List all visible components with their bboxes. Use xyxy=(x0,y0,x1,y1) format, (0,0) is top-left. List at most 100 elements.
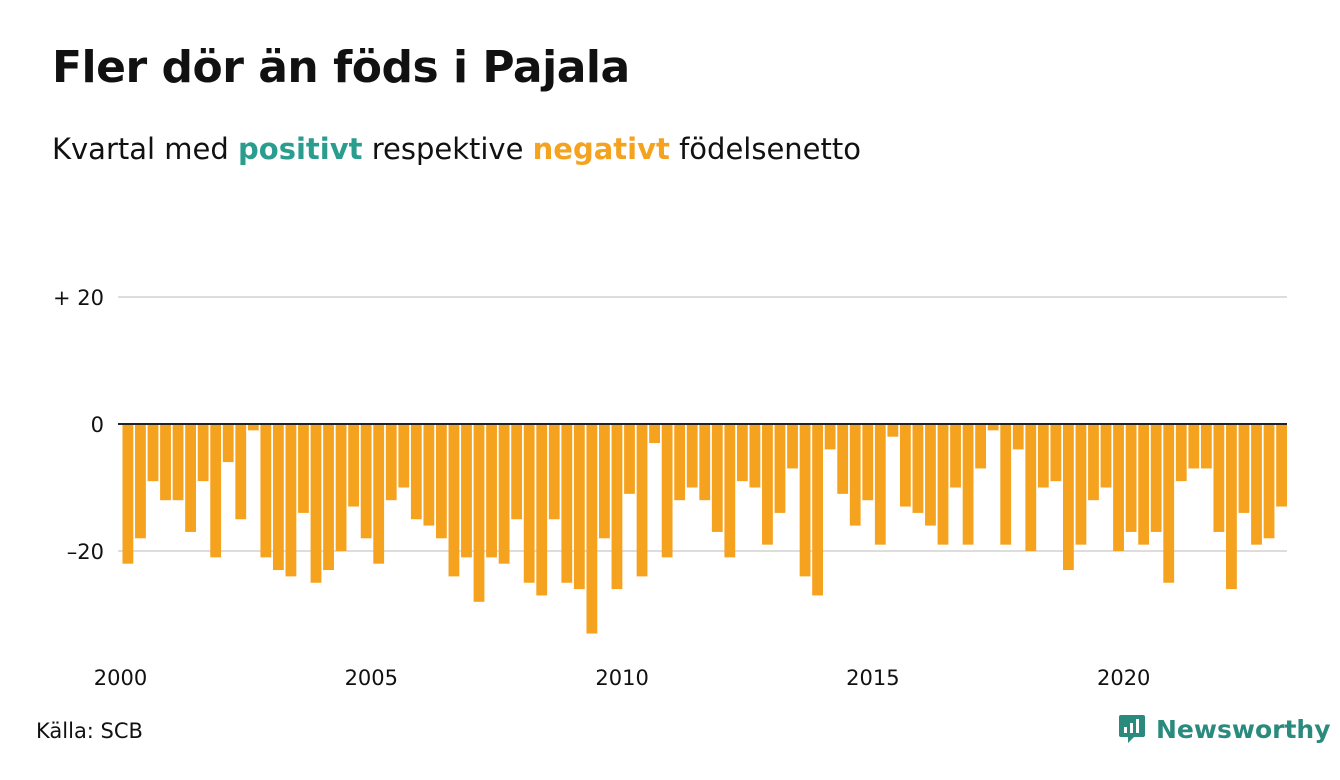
bar xyxy=(135,424,146,539)
bar xyxy=(385,424,397,501)
bar xyxy=(210,424,222,558)
bar xyxy=(247,424,259,431)
bar xyxy=(1063,424,1074,571)
bar xyxy=(812,424,823,596)
bar xyxy=(523,424,535,583)
y-tick-label: –20 xyxy=(67,540,104,564)
bar xyxy=(862,424,874,501)
bar xyxy=(674,424,686,501)
bar xyxy=(147,424,159,482)
bar xyxy=(1276,424,1287,507)
source-note: Källa: SCB xyxy=(36,719,143,743)
bar xyxy=(762,424,773,545)
bar xyxy=(837,424,849,494)
bar xyxy=(298,424,309,513)
bar xyxy=(661,424,673,558)
bar xyxy=(787,424,798,469)
bar xyxy=(348,424,360,507)
bar xyxy=(1188,424,1200,469)
newsworthy-logo-icon xyxy=(1119,715,1145,743)
bar xyxy=(937,424,949,545)
bar xyxy=(486,424,497,558)
bar xyxy=(1226,424,1237,590)
bar xyxy=(122,424,134,564)
bar xyxy=(323,424,334,571)
bar xyxy=(548,424,560,520)
bar xyxy=(573,424,585,590)
bar xyxy=(711,424,723,532)
bar xyxy=(373,424,385,564)
bar xyxy=(561,424,573,583)
bar xyxy=(1000,424,1012,545)
bar xyxy=(498,424,510,564)
subtitle-suffix: födelsenetto xyxy=(679,132,861,166)
bar xyxy=(423,424,435,526)
bar xyxy=(222,424,234,463)
bar xyxy=(1025,424,1037,551)
bar xyxy=(1238,424,1250,513)
bar xyxy=(987,424,999,431)
bar xyxy=(1150,424,1162,532)
bar xyxy=(1050,424,1062,482)
bar xyxy=(824,424,836,450)
bar xyxy=(235,424,247,520)
bar xyxy=(335,424,347,551)
bar xyxy=(849,424,861,526)
bar xyxy=(899,424,911,507)
bar xyxy=(975,424,987,469)
bar xyxy=(799,424,811,577)
bar xyxy=(649,424,660,444)
subtitle-positive: positivt xyxy=(238,132,363,166)
bar xyxy=(160,424,171,501)
bar xyxy=(736,424,748,482)
bar xyxy=(1213,424,1225,532)
x-tick-label: 2005 xyxy=(345,666,398,690)
x-tick-label: 2015 xyxy=(846,666,899,690)
bar xyxy=(636,424,648,577)
x-tick-label: 2010 xyxy=(595,666,648,690)
bar xyxy=(1125,424,1137,532)
bar xyxy=(398,424,410,488)
chart-title: Fler dör än föds i Pajala xyxy=(52,42,630,93)
bar xyxy=(1200,424,1212,469)
bar xyxy=(1138,424,1150,545)
bar xyxy=(1088,424,1099,501)
bar xyxy=(1251,424,1262,545)
bar xyxy=(774,424,786,513)
bar xyxy=(448,424,460,577)
bar xyxy=(285,424,297,577)
bar xyxy=(1163,424,1175,583)
y-tick-label: + 20 xyxy=(53,286,104,310)
x-tick-label: 2000 xyxy=(94,666,147,690)
bar xyxy=(473,424,485,602)
bar xyxy=(197,424,209,482)
bar xyxy=(436,424,447,539)
bar xyxy=(887,424,899,437)
bar xyxy=(699,424,711,501)
subtitle-middle: respektive xyxy=(371,132,524,166)
bar xyxy=(950,424,961,488)
bar xyxy=(1263,424,1275,539)
bar xyxy=(536,424,548,596)
bar xyxy=(586,424,598,634)
bar xyxy=(624,424,635,494)
bar xyxy=(360,424,372,539)
brand-name: Newsworthy xyxy=(1156,714,1331,744)
subtitle-prefix: Kvartal med xyxy=(52,132,229,166)
bar xyxy=(1037,424,1049,488)
chart-subtitle: Kvartal med positivt respektive negativt… xyxy=(52,132,861,166)
bar xyxy=(874,424,886,545)
bar xyxy=(260,424,272,558)
bar xyxy=(749,424,761,488)
subtitle-negative: negativt xyxy=(532,132,670,166)
bar xyxy=(1075,424,1087,545)
bar xyxy=(686,424,698,488)
bar xyxy=(461,424,472,558)
bar xyxy=(410,424,422,520)
bar xyxy=(912,424,924,513)
bar xyxy=(185,424,196,532)
bar xyxy=(1100,424,1112,488)
bar xyxy=(1175,424,1187,482)
brand-logo: Newsworthy xyxy=(1118,714,1331,744)
